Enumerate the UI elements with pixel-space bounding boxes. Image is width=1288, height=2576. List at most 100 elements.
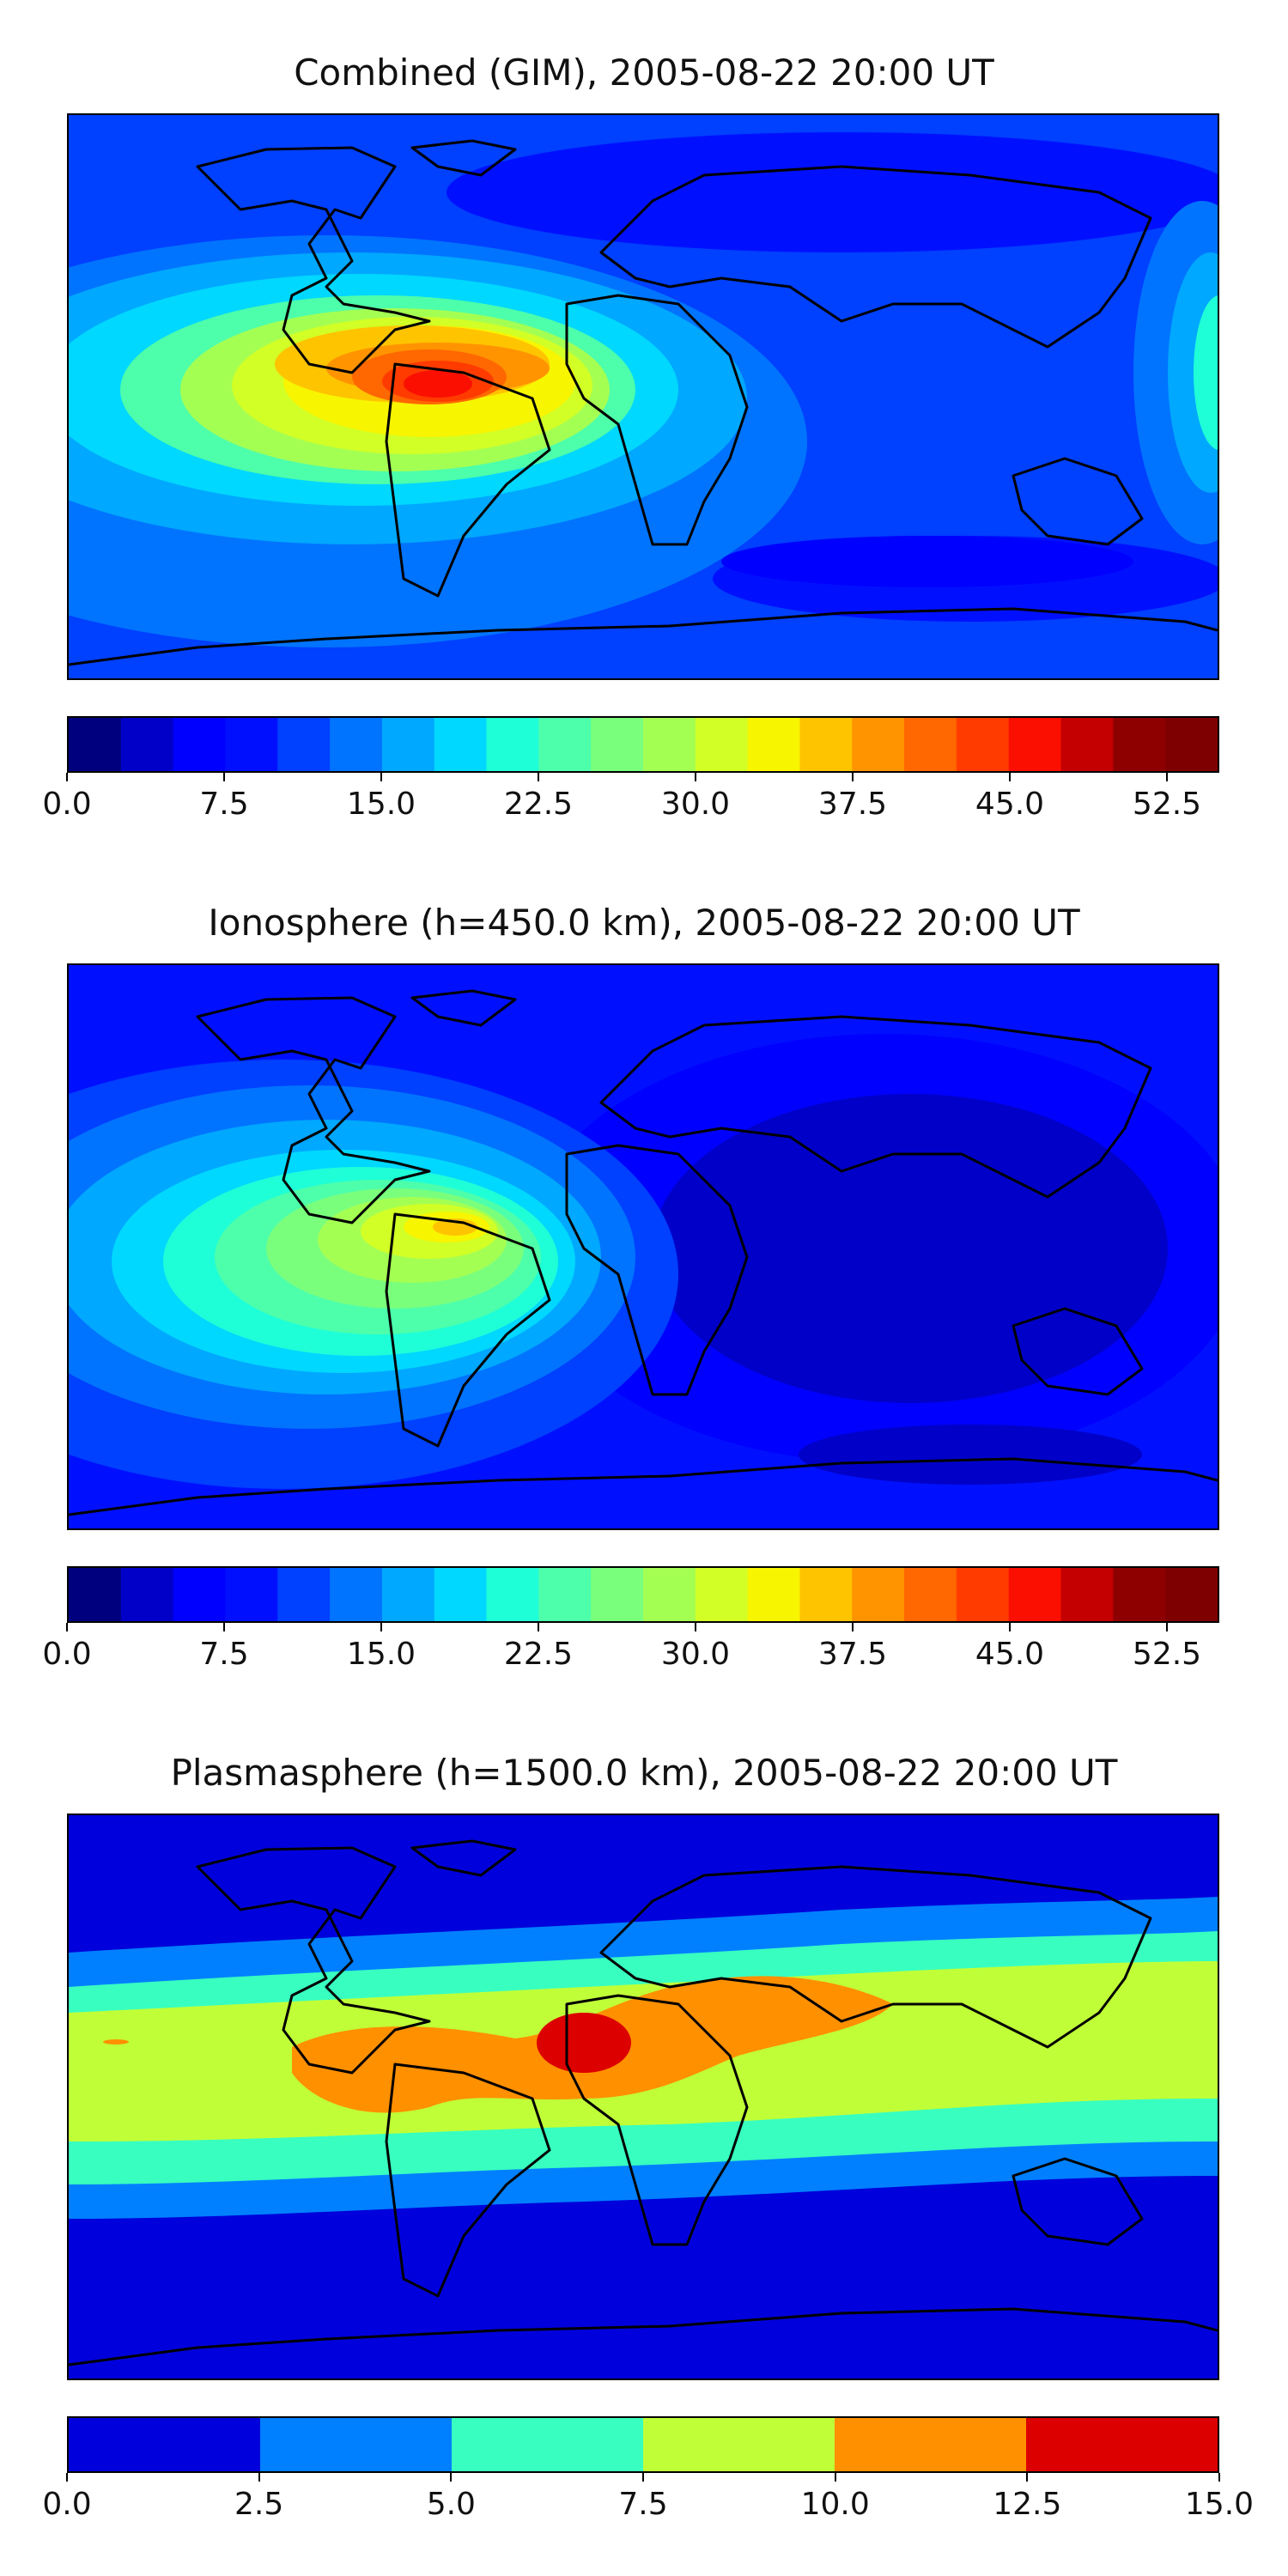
colorbar-swatch [173,718,227,771]
colorbar-tick [223,1623,225,1631]
field-plasmasphere [69,1815,1218,2379]
colorbar-ticks-plasmasphere: 0.0 2.5 5.0 7.5 10.0 12.5 15.0 [42,2473,1254,2524]
level-region [537,2013,631,2073]
colorbar-swatches [69,718,1218,771]
colorbar-swatch [330,718,383,771]
level-region [103,2039,129,2044]
coast-eurasia [599,1015,1152,1199]
coastlines [69,989,1218,1516]
colorbar-tick-label: 52.5 [1132,1637,1202,1672]
colorbar-tick [1026,2473,1029,2482]
colorbar-tick [834,2473,836,2482]
colorbar-tick [380,1623,382,1631]
chart-title: Plasmasphere (h=1500.0 km), 2005-08-22 2… [170,1752,1118,1794]
colorbar-swatch [452,2418,644,2471]
heatmap-combined [69,115,1218,678]
coast-antarctica [69,1457,1218,1516]
colorbar-tick-label: 7.5 [199,787,249,822]
colorbar-combined [67,716,1219,773]
colorbar-swatch [1026,2418,1218,2471]
level-region [404,370,472,398]
coast-north-america [196,146,431,374]
level-region [721,536,1133,587]
coast-antarctica [69,2307,1218,2366]
colorbar-tick-label: 10.0 [800,2487,870,2522]
colorbar-ionosphere [67,1566,1219,1623]
coast-africa [565,1144,749,1396]
colorbar-tick [66,1623,68,1631]
level-region [799,1425,1142,1485]
coast-australia [1012,1307,1144,1396]
coast-greenland [410,989,517,1027]
level-region [1194,295,1218,450]
colorbar-swatch [277,718,331,771]
colorbar-swatch [1113,718,1166,771]
colorbar-swatch [260,2418,453,2471]
colorbar-swatch [852,718,905,771]
colorbar-swatch [747,718,801,771]
colorbar-swatch [486,718,539,771]
colorbar-tick-label: 22.5 [503,1637,574,1672]
colorbar-swatch [69,1568,122,1621]
colorbar-swatch [486,1568,539,1621]
coastlines [69,139,1218,666]
colorbar-tick [1009,773,1011,781]
coast-north-america [196,996,431,1224]
colorbar-swatch [120,1568,174,1621]
coast-eurasia [599,1865,1152,2049]
coast-north-america [196,1846,431,2075]
colorbar-tick-label: 7.5 [199,1637,249,1672]
map-combined [67,113,1219,680]
colorbar-swatch [1060,1568,1114,1621]
colorbar-tick [695,773,696,781]
colorbar-ticks-combined: 0.0 7.5 15.0 22.5 30.0 37.5 45.0 52.5 [42,773,1219,824]
colorbar-swatch [381,1568,435,1621]
colorbar-swatch [277,1568,331,1621]
colorbar-swatch [799,718,853,771]
field-combined [69,115,1218,678]
colorbar-tick-label: 0.0 [42,787,92,822]
colorbar-swatch [747,1568,801,1621]
colorbar-swatch [1008,1568,1062,1621]
level-region [447,132,1218,252]
colorbar-swatch [1165,718,1218,771]
colorbar-tick-label: 15.0 [346,787,416,822]
coast-australia [1012,457,1144,546]
colorbar-swatch [904,718,957,771]
colorbar-tick [450,2473,453,2482]
coast-africa [565,1994,749,2246]
colorbar-tick-label: 52.5 [1132,787,1202,822]
colorbar-tick-label: 15.0 [1184,2487,1255,2522]
colorbar-tick-label: 5.0 [426,2487,476,2522]
colorbar-swatches [69,1568,1218,1621]
colorbar-tick-label: 15.0 [346,1637,416,1672]
colorbar-swatch [643,718,696,771]
coast-south-america [385,362,551,598]
colorbar-tick-label: 0.0 [42,2487,92,2522]
colorbar-swatch [225,1568,278,1621]
colorbar-swatches [69,2418,1218,2471]
coast-africa [565,294,749,546]
colorbar-tick [538,773,539,781]
map-plasmasphere [67,1814,1219,2380]
coast-antarctica [69,607,1218,666]
colorbar-tick-label: 30.0 [660,1637,731,1672]
heatmap-plasmasphere [69,1815,1218,2379]
colorbar-swatch [643,2418,835,2471]
colorbar-tick [66,2473,68,2482]
colorbar-tick-label: 0.0 [42,1637,92,1672]
colorbar-swatch [538,718,592,771]
map-ionosphere [67,963,1219,1530]
colorbar-tick-label: 30.0 [660,787,731,822]
colorbar-swatch [173,1568,227,1621]
colorbar-swatch [591,1568,644,1621]
colorbar-swatch [225,718,278,771]
colorbar-tick-label: 12.5 [993,2487,1062,2522]
colorbar-swatch [852,1568,905,1621]
heatmap-ionosphere [69,965,1218,1528]
colorbar-tick-label: 45.0 [975,787,1045,822]
colorbar-tick [1009,1623,1011,1631]
colorbar-tick [1166,1623,1168,1631]
colorbar-tick-label: 37.5 [817,787,888,822]
colorbar-tick [66,773,68,781]
